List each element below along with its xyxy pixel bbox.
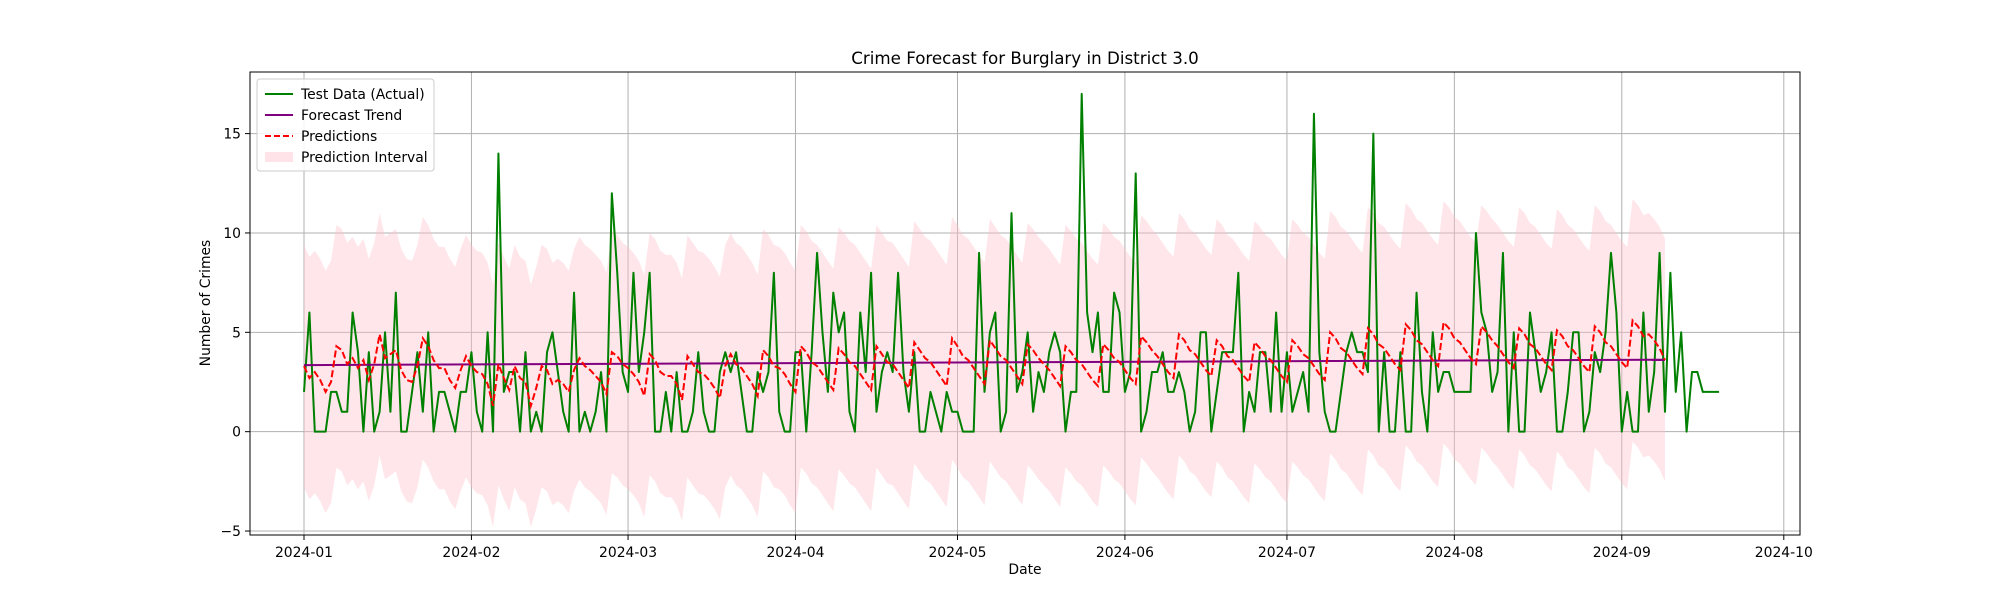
x-axis-label: Date	[1008, 562, 1041, 578]
x-tick-label: 2024-07	[1258, 545, 1316, 561]
y-tick-label: 15	[223, 127, 241, 143]
x-tick-label: 2024-05	[928, 545, 986, 561]
x-tick-label: 2024-02	[442, 545, 500, 561]
series-layer	[303, 92, 1719, 433]
legend-box	[256, 78, 435, 172]
legend-swatch	[265, 152, 293, 162]
y-tick-label: 0	[232, 425, 241, 441]
predictions-series-line	[303, 318, 1666, 410]
y-tick-label: 5	[232, 325, 241, 341]
legend-label: Predictions	[301, 129, 377, 145]
y-tick-label: −5	[221, 524, 241, 540]
x-axis: 2024-01 2024-02 2024-03 2024-04 2024-05 2024-…	[275, 535, 1813, 561]
x-tick-label: 2024-04	[766, 545, 824, 561]
x-tick-label: 2024-09	[1593, 545, 1651, 561]
x-tick-label: 2024-01	[275, 545, 333, 561]
legend-label: Forecast Trend	[301, 108, 402, 124]
legend: Test Data (Actual) Forecast Trend Predicti…	[256, 78, 435, 172]
y-axis: −5 0 5 10 15	[221, 127, 250, 540]
actual-series-line	[303, 92, 1719, 433]
forecast-trend-line	[304, 358, 1665, 367]
x-tick-label: 2024-08	[1425, 545, 1483, 561]
grid	[250, 72, 1800, 535]
y-axis-label: Number of Crimes	[198, 240, 214, 367]
x-tick-label: 2024-03	[599, 545, 657, 561]
x-tick-label: 2024-10	[1755, 545, 1813, 561]
x-tick-label: 2024-06	[1096, 545, 1154, 561]
plot-frame	[249, 71, 1801, 536]
chart-title: Crime Forecast for Burglary in District …	[851, 48, 1199, 68]
y-tick-label: 10	[223, 226, 241, 242]
legend-label: Test Data (Actual)	[300, 87, 425, 103]
legend-label: Prediction Interval	[301, 150, 428, 166]
